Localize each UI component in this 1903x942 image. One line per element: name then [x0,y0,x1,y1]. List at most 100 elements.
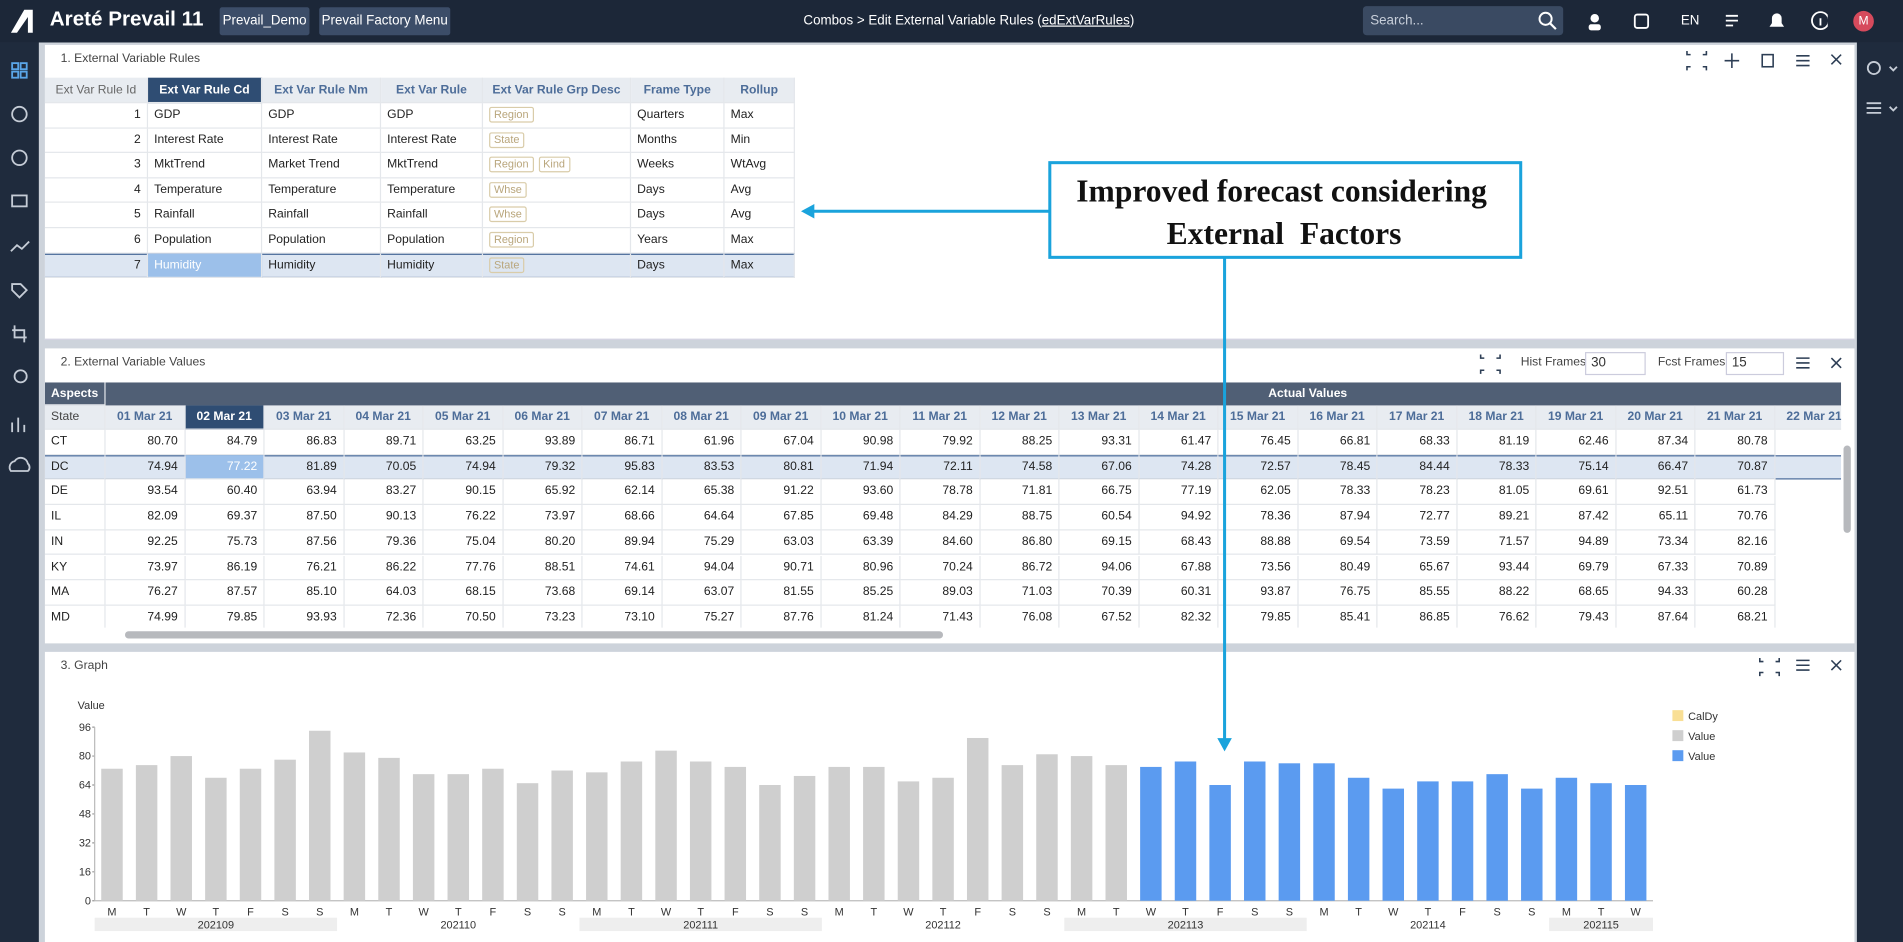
table-cell: Months [631,128,725,154]
value-cell: 76.21 [264,555,345,581]
sidebar-icons[interactable] [0,42,39,479]
value-cell: 86.72 [980,555,1060,581]
x-tick-label: F [732,906,739,918]
x-tick-label: S [524,906,531,918]
value-cell: 90.71 [741,555,822,581]
date-header: 12 Mar 21 [980,405,1060,430]
table-cell: Avg [724,178,795,204]
value-cell: 76.08 [980,605,1060,628]
legend-swatch [1672,710,1684,722]
value-cell: 64.64 [662,505,742,531]
value-cell: 81.19 [1456,429,1537,455]
x-tick-label: S [1009,906,1016,918]
bar [239,768,262,901]
bar [1174,761,1197,901]
x-tick-label: T [455,906,462,918]
tag: Whse [489,206,527,223]
x-tick-label: S [1043,906,1050,918]
x-group-label: 202110 [440,920,476,932]
date-header: 14 Mar 21 [1139,405,1219,430]
x-tick-label: M [1077,906,1086,918]
nav-button[interactable]: Prevail Factory Menu [319,7,451,36]
table-cell: Interest Rate [262,128,382,154]
tag-cell: Region [483,228,632,254]
value-cell: 73.56 [1218,555,1298,581]
value-cell: 79.92 [900,429,981,455]
tag-cell: State [483,253,632,279]
table-cell: Max [724,253,795,279]
date-header: 21 Mar 21 [1695,405,1775,430]
bar [274,759,296,901]
bar [1036,754,1058,901]
x-group-label: 202113 [1168,920,1204,932]
bar [551,770,573,901]
value-cell: 94.89 [1536,530,1616,556]
table-cell: Population [262,228,382,254]
x-tick-label: M [1562,906,1571,918]
value-cell: 87.64 [1616,605,1696,628]
right-sidebar [1856,42,1903,942]
date-header: 09 Mar 21 [741,405,822,430]
value-cell: 88.25 [980,429,1060,455]
breadcrumb-link[interactable]: edExtVarRules [1041,13,1130,28]
value-cell: 63.94 [264,479,345,506]
value-cell: 79.85 [185,605,265,628]
bar [101,768,123,901]
toolbar-icons[interactable] [1585,11,1828,33]
value-cell: 81.55 [741,580,822,606]
state-cell: CT [44,429,106,455]
fcst-input[interactable]: 15 [1725,352,1785,376]
value-cell: 74.94 [423,454,504,480]
nav-button[interactable]: Prevail_Demo [219,7,310,36]
avatar[interactable]: M [1853,10,1874,32]
value-cell: 80.70 [105,429,186,455]
bar [1070,756,1093,901]
search-box[interactable]: Search... [1362,6,1564,36]
value-cell: 93.87 [1218,580,1298,606]
x-tick-label: T [1113,906,1120,918]
bar [1140,766,1162,901]
language[interactable]: EN [1680,13,1700,28]
state-cell: DE [44,479,106,506]
value-cell: 74.99 [106,605,186,628]
column-header: Ext Var Rule Nm [262,77,382,104]
bar [1001,765,1024,901]
panel-title: 1. External Variable Rules [60,52,201,66]
value-cell: 76.75 [1297,580,1378,606]
x-tick-label: F [1459,906,1466,918]
date-header: 18 Mar 21 [1456,405,1537,430]
x-tick-label: S [1251,906,1258,918]
x-tick-label: T [143,906,150,918]
table-cell: Max [724,228,795,254]
x-tick-label: T [1598,906,1605,918]
value-cell: 81.05 [1456,479,1537,506]
search-icon [1538,11,1557,30]
value-cell: 73.97 [105,555,186,581]
value-cell: 68.43 [1139,530,1219,556]
value-cell: 86.83 [264,429,345,455]
value-cell: 70.76 [1695,505,1775,531]
tag: State [489,131,525,148]
bar [1382,788,1405,901]
date-header: 08 Mar 21 [662,405,742,430]
value-cell: 88.51 [503,555,583,581]
value-cell: 82.16 [1695,530,1775,556]
y-axis-label: Value [78,700,105,712]
value-cell: 78.33 [1297,479,1378,506]
graph-panel: 3. Graph Value 0 16 32 48 64 80 96 202109 202110 2… [44,651,1855,942]
date-header: 19 Mar 21 [1536,405,1616,430]
tag: Kind [538,156,570,173]
value-cell: 87.76 [742,605,822,628]
search-placeholder: Search... [1370,13,1424,28]
value-cell: 71.81 [980,479,1060,506]
bar [932,777,954,901]
value-cell: 69.54 [1297,530,1378,556]
x-tick-label: F [490,906,497,918]
hist-input[interactable]: 30 [1585,352,1646,376]
bar [1347,777,1370,901]
x-tick-label: W [1388,906,1399,918]
value-cell: 62.14 [582,479,663,506]
right-sidebar-icons[interactable] [1857,42,1903,127]
value-cell: 73.34 [1615,530,1696,556]
